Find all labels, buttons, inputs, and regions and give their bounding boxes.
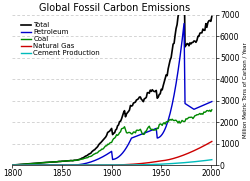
Total <box>206 22 209 24</box>
Line: Petroleum: Petroleum <box>12 24 212 165</box>
Line: Total: Total <box>12 0 212 165</box>
Coal <box>109 142 112 144</box>
Cement Production <box>115 164 118 166</box>
Total <box>62 160 64 162</box>
Coal <box>205 110 208 112</box>
Total <box>176 24 178 26</box>
Petroleum <box>11 164 14 166</box>
Total <box>131 105 134 107</box>
Coal <box>62 160 64 162</box>
Coal <box>210 109 213 111</box>
Cement Production <box>176 162 178 164</box>
Petroleum <box>131 137 134 139</box>
Total <box>109 129 112 131</box>
Legend: Total, Petroleum, Coal, Natural Gas, Cement Production: Total, Petroleum, Coal, Natural Gas, Cem… <box>20 21 100 57</box>
Cement Production <box>62 164 64 166</box>
Line: Coal: Coal <box>12 110 212 165</box>
Total <box>115 128 118 130</box>
Natural Gas <box>210 140 213 143</box>
Natural Gas <box>176 156 178 158</box>
Cement Production <box>109 164 112 166</box>
Petroleum <box>115 157 118 159</box>
Natural Gas <box>109 164 112 166</box>
Total <box>210 15 213 18</box>
Coal <box>115 134 118 136</box>
Coal <box>11 164 14 166</box>
Line: Cement Production: Cement Production <box>12 160 212 165</box>
Cement Production <box>210 159 213 161</box>
Cement Production <box>131 164 134 166</box>
Natural Gas <box>11 164 14 166</box>
Natural Gas <box>115 164 118 166</box>
Line: Natural Gas: Natural Gas <box>12 142 212 165</box>
Coal <box>176 120 178 123</box>
Cement Production <box>11 164 14 166</box>
Coal <box>131 133 134 135</box>
Cement Production <box>205 159 208 161</box>
Petroleum <box>206 102 209 104</box>
Petroleum <box>182 22 186 25</box>
Petroleum <box>176 76 178 78</box>
Y-axis label: Million Metric Tons of Carbon / Year: Million Metric Tons of Carbon / Year <box>242 42 247 138</box>
Title: Global Fossil Carbon Emissions: Global Fossil Carbon Emissions <box>38 3 190 13</box>
Petroleum <box>109 151 112 153</box>
Natural Gas <box>205 143 208 145</box>
Petroleum <box>62 164 64 166</box>
Petroleum <box>210 100 213 103</box>
Total <box>11 164 14 166</box>
Natural Gas <box>131 163 134 165</box>
Natural Gas <box>62 164 64 166</box>
